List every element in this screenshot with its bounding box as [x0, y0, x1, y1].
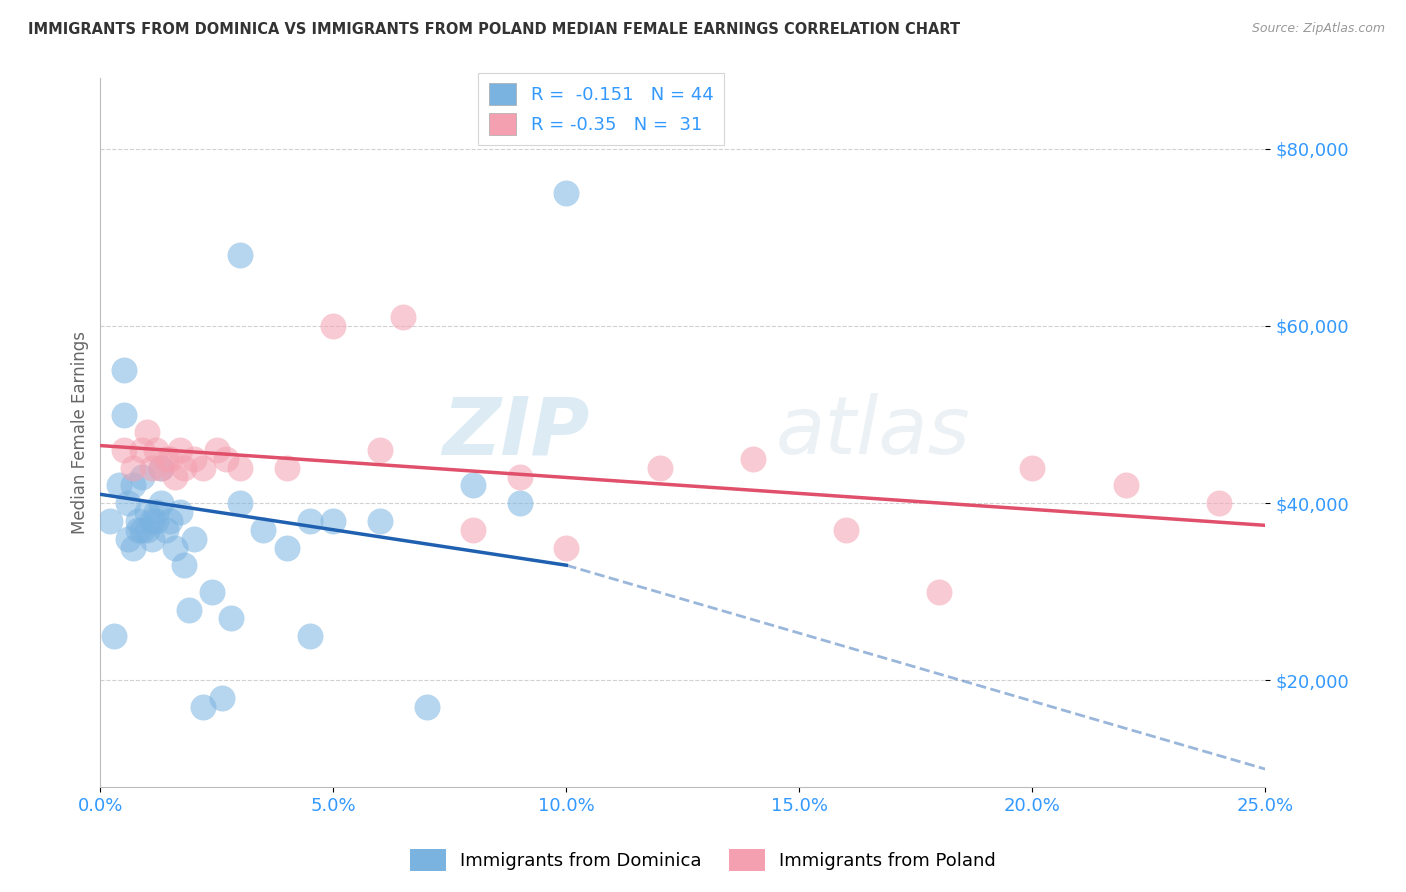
Point: [103, 629, 125, 643]
Legend: R =  -0.151   N = 44, R = -0.35   N =  31: R = -0.151 N = 44, R = -0.35 N = 31: [478, 72, 724, 145]
Point: [112, 363, 135, 377]
Point: [131, 523, 153, 537]
Point: [555, 186, 578, 200]
Point: [127, 523, 149, 537]
Point: [211, 691, 233, 706]
Point: [276, 460, 298, 475]
Point: [155, 451, 177, 466]
Point: [177, 602, 200, 616]
Point: [108, 478, 131, 492]
Point: [122, 541, 145, 555]
Point: [183, 451, 205, 466]
Point: [741, 451, 763, 466]
Point: [1021, 460, 1043, 475]
Point: [141, 514, 163, 528]
Point: [117, 532, 139, 546]
Point: [117, 496, 139, 510]
Point: [163, 469, 186, 483]
Point: [205, 442, 228, 457]
Y-axis label: Median Female Earnings: Median Female Earnings: [72, 331, 89, 533]
Point: [215, 451, 238, 466]
Point: [169, 505, 191, 519]
Text: ZIP: ZIP: [443, 393, 589, 471]
Point: [191, 700, 214, 714]
Point: [136, 505, 159, 519]
Point: [136, 523, 159, 537]
Point: [112, 442, 135, 457]
Point: [191, 460, 214, 475]
Legend: Immigrants from Dominica, Immigrants from Poland: Immigrants from Dominica, Immigrants fro…: [402, 842, 1004, 879]
Point: [648, 460, 671, 475]
Point: [131, 469, 153, 483]
Point: [299, 514, 322, 528]
Point: [368, 442, 391, 457]
Point: [131, 442, 153, 457]
Point: [173, 558, 195, 573]
Point: [159, 514, 181, 528]
Point: [415, 700, 437, 714]
Point: [229, 496, 252, 510]
Point: [252, 523, 274, 537]
Point: [835, 523, 858, 537]
Text: Source: ZipAtlas.com: Source: ZipAtlas.com: [1251, 22, 1385, 36]
Point: [392, 310, 415, 324]
Point: [149, 460, 172, 475]
Point: [141, 532, 163, 546]
Point: [122, 478, 145, 492]
Point: [1115, 478, 1137, 492]
Point: [201, 584, 224, 599]
Point: [173, 460, 195, 475]
Text: atlas: atlas: [776, 393, 970, 471]
Point: [145, 505, 167, 519]
Point: [322, 318, 344, 333]
Point: [1208, 496, 1230, 510]
Text: IMMIGRANTS FROM DOMINICA VS IMMIGRANTS FROM POLAND MEDIAN FEMALE EARNINGS CORREL: IMMIGRANTS FROM DOMINICA VS IMMIGRANTS F…: [28, 22, 960, 37]
Point: [149, 496, 172, 510]
Point: [149, 460, 172, 475]
Point: [555, 541, 578, 555]
Point: [136, 425, 159, 440]
Point: [159, 451, 181, 466]
Point: [928, 584, 950, 599]
Point: [229, 248, 252, 262]
Point: [112, 408, 135, 422]
Point: [169, 442, 191, 457]
Point: [155, 523, 177, 537]
Point: [141, 460, 163, 475]
Point: [322, 514, 344, 528]
Point: [219, 611, 242, 625]
Point: [463, 478, 485, 492]
Point: [163, 541, 186, 555]
Point: [122, 460, 145, 475]
Point: [463, 523, 485, 537]
Point: [229, 460, 252, 475]
Point: [299, 629, 322, 643]
Point: [368, 514, 391, 528]
Point: [183, 532, 205, 546]
Point: [509, 469, 531, 483]
Point: [145, 514, 167, 528]
Point: [98, 514, 121, 528]
Point: [276, 541, 298, 555]
Point: [127, 514, 149, 528]
Point: [509, 496, 531, 510]
Point: [145, 442, 167, 457]
